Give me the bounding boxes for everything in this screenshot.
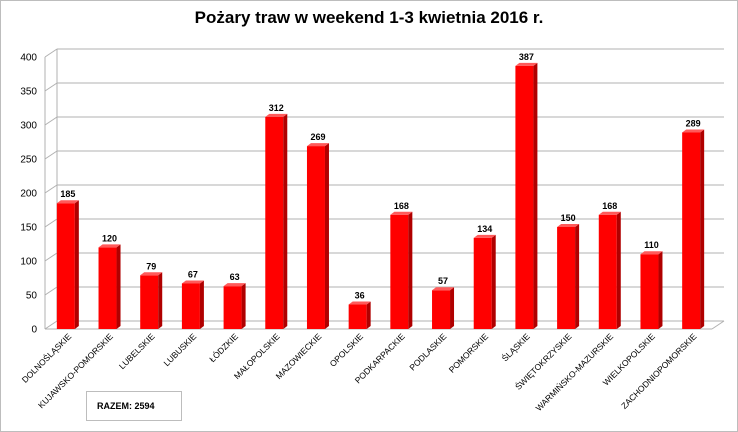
bar-side (116, 244, 121, 329)
bar-side (491, 234, 496, 329)
y-tick-label: 0 (31, 325, 37, 336)
y-tick-label: 150 (20, 223, 37, 234)
gridline-side (44, 184, 58, 194)
bar-top (56, 200, 79, 204)
data-label: 312 (269, 103, 284, 113)
gridline-side (44, 82, 58, 92)
bar (557, 227, 576, 329)
bar-side (199, 280, 204, 329)
bar (348, 304, 367, 329)
x-tick-label: ŁÓDZKIE (207, 331, 240, 364)
y-tick-label: 300 (20, 121, 37, 132)
data-label: 79 (146, 261, 156, 271)
x-tick-label: ZACHODNIOPOMORSKIE (619, 331, 699, 411)
bar (56, 203, 75, 329)
gridline-side (44, 320, 58, 330)
x-tick-label: PODLASKIE (407, 331, 448, 372)
total-label: RAZEM: 2594 (97, 401, 155, 411)
bar-side (616, 211, 621, 329)
bar (598, 214, 617, 329)
bar (390, 214, 409, 329)
bar-side (408, 211, 413, 329)
gridline-side (44, 252, 58, 262)
bar-top (682, 129, 705, 133)
data-label: 67 (188, 269, 198, 279)
bar (306, 146, 325, 329)
bar-top (640, 251, 663, 255)
x-tick-label: LUBELSKIE (117, 331, 157, 371)
data-label: 120 (102, 233, 117, 243)
gridline-side (44, 218, 58, 228)
x-tick-label: OPOLSKIE (328, 331, 366, 369)
data-label: 269 (310, 132, 325, 142)
gridline-side (44, 150, 58, 160)
data-label: 57 (438, 276, 448, 286)
bar-side (74, 200, 79, 329)
data-label: 168 (394, 201, 409, 211)
x-tick-label: WARMIŃSKO-MAZURSKIE (534, 331, 616, 413)
bar (98, 247, 117, 329)
gridline-side (44, 116, 58, 126)
bar-side (700, 129, 705, 329)
bar (140, 275, 159, 329)
y-tick-label: 50 (26, 291, 38, 302)
bar-top (223, 283, 246, 287)
chart-title: Pożary traw w weekend 1-3 kwietnia 2016 … (194, 8, 544, 27)
bar (682, 132, 701, 329)
y-tick-label: 200 (20, 189, 37, 200)
data-label: 289 (686, 118, 701, 128)
y-tick-label: 400 (20, 53, 37, 64)
data-label: 150 (561, 213, 576, 223)
gridline-side (44, 48, 58, 58)
bar (515, 65, 534, 329)
bar-top (181, 280, 204, 284)
y-tick-label: 250 (20, 155, 37, 166)
x-tick-label: ŚLĄSKIE (499, 330, 532, 363)
bar (473, 237, 492, 329)
data-label: 185 (60, 189, 75, 199)
bar-top (557, 224, 580, 227)
gridline-side (44, 286, 58, 296)
bar-top (98, 244, 121, 248)
bar-side (658, 251, 663, 329)
bar-top (473, 234, 496, 238)
x-axis-side (711, 320, 725, 330)
bar-side (241, 283, 246, 329)
bar-top (390, 211, 413, 215)
y-tick-label: 350 (20, 87, 37, 98)
y-tick-label: 100 (20, 257, 37, 268)
bar-top (140, 272, 163, 276)
bar (265, 116, 284, 329)
bar-top (306, 143, 329, 147)
bar-side (283, 113, 288, 329)
bar-top (348, 301, 371, 305)
bar-side (158, 272, 163, 329)
bar-side (575, 224, 580, 329)
bar-top (265, 113, 288, 117)
data-label: 387 (519, 52, 534, 62)
bar (640, 254, 659, 329)
bar (181, 283, 200, 329)
bar-side (324, 143, 329, 329)
data-label: 110 (644, 240, 659, 250)
bar-top (598, 211, 621, 215)
x-tick-label: LUBUSKIE (162, 331, 199, 368)
data-label: 168 (602, 201, 617, 211)
bar (223, 286, 242, 329)
bar-top (515, 62, 538, 66)
bar-side (533, 62, 538, 330)
x-tick-label: POMORSKIE (447, 331, 491, 375)
data-label: 36 (355, 291, 365, 301)
data-label: 134 (477, 224, 492, 234)
bar-top (432, 287, 455, 291)
total-label-box: RAZEM: 2594 (86, 391, 182, 421)
bar-side (366, 301, 371, 329)
bar-side (450, 287, 455, 329)
bar (432, 290, 451, 329)
data-label: 63 (230, 272, 240, 282)
